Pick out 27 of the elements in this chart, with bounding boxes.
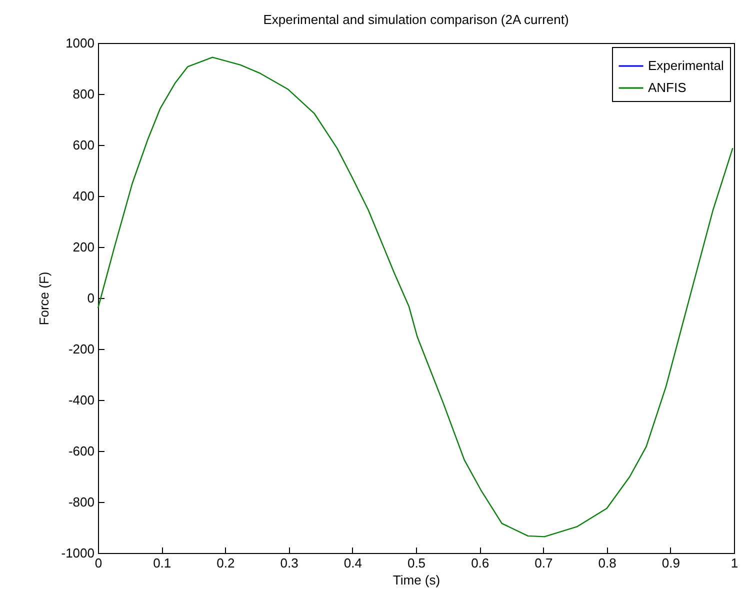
y-tick-label: -800: [68, 494, 94, 510]
x-axis-title: Time (s): [392, 572, 440, 588]
y-tick-label: 0: [87, 290, 94, 306]
legend-label: Experimental: [648, 58, 724, 73]
legend-label: ANFIS: [648, 80, 687, 95]
y-tick-label: -600: [68, 444, 94, 458]
x-tick-label: 0.9: [662, 556, 680, 570]
x-tick-label: 0.8: [598, 556, 616, 570]
y-tick-label: 600: [72, 138, 94, 152]
x-tick-label: 0.2: [216, 556, 235, 570]
x-tick-label: 0.5: [407, 556, 426, 570]
x-tick-label: 0.4: [344, 556, 362, 570]
y-tick-label: 1000: [66, 36, 94, 50]
y-tick-label: 800: [72, 86, 94, 102]
x-tick-label: 1: [730, 556, 738, 570]
x-tick-label: 0.6: [471, 556, 490, 570]
y-tick-label: 400: [72, 188, 94, 204]
y-tick-label: 200: [72, 240, 94, 254]
x-tick-label: 0.3: [280, 556, 298, 570]
y-tick-label: -400: [68, 392, 94, 408]
line-series: [97, 56, 734, 538]
x-tick-label: 0.7: [534, 556, 553, 570]
chart-title: Experimental and simulation comparison (2A current): [263, 12, 569, 27]
x-tick-label: 0.1: [153, 556, 172, 570]
y-tick-label: -1000: [61, 546, 94, 560]
y-axis-title: Force (F): [36, 272, 52, 326]
y-tick-label: -200: [68, 342, 94, 356]
